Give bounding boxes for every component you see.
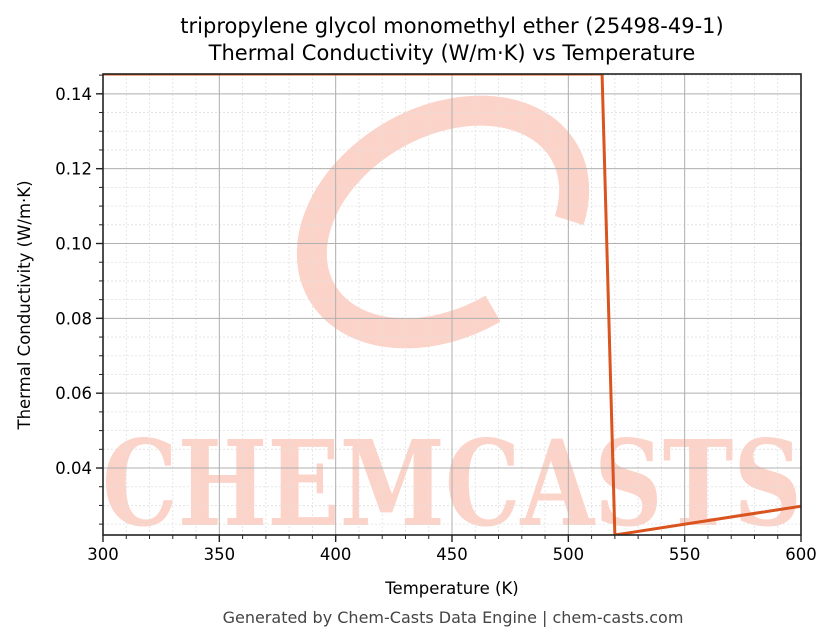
y-tick-label: 0.12: [55, 160, 92, 179]
x-tick-label: 300: [87, 545, 119, 564]
y-tick-label: 0.10: [55, 235, 92, 254]
x-tick-label: 550: [669, 545, 701, 564]
x-tick-label: 600: [785, 545, 817, 564]
x-tick-label: 450: [436, 545, 468, 564]
chart-title-line-1: tripropylene glycol monomethyl ether (25…: [180, 14, 724, 38]
x-tick-labels: 300 350 400 450 500 550 600: [87, 545, 817, 564]
data-line: [103, 74, 801, 535]
y-tick-label: 0.06: [55, 384, 92, 403]
y-axis-label: Thermal Conductivity (W/m·K): [15, 180, 34, 430]
x-tick-label: 400: [320, 545, 352, 564]
x-tick-label: 350: [204, 545, 236, 564]
y-tick-labels: 0.04 0.06 0.08 0.10 0.12 0.14: [55, 85, 92, 478]
footer-credit: Generated by Chem-Casts Data Engine | ch…: [222, 608, 684, 627]
chart-title-line-2: Thermal Conductivity (W/m·K) vs Temperat…: [208, 41, 696, 65]
y-tick-label: 0.08: [55, 309, 92, 328]
x-tick-label: 500: [553, 545, 585, 564]
x-axis-label: Temperature (K): [384, 579, 518, 598]
y-tick-label: 0.14: [55, 85, 92, 104]
axis-ticks: [96, 74, 802, 542]
y-tick-label: 0.04: [55, 459, 92, 478]
